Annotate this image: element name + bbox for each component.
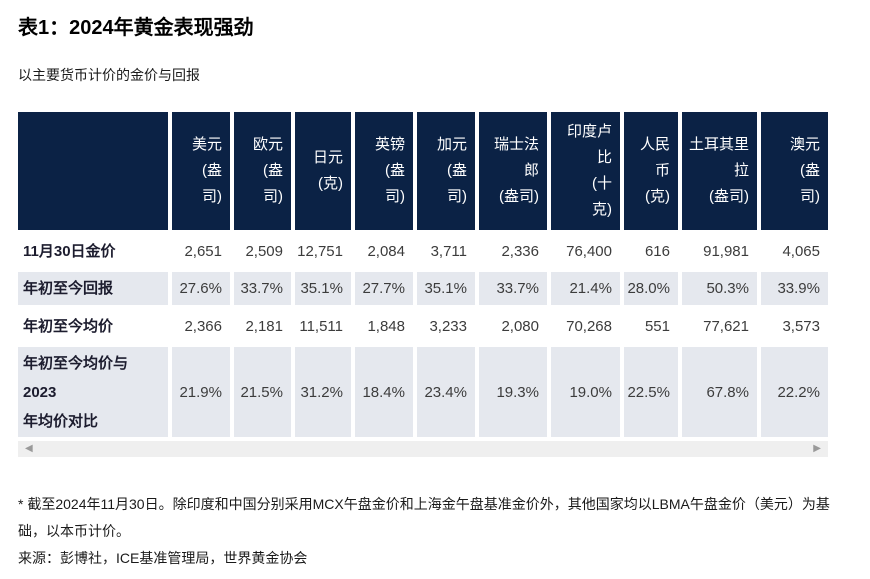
table-cell: 67.8% xyxy=(682,347,757,437)
table-cell: 21.5% xyxy=(234,347,291,437)
report-page: 表1：2024年黄金表现强劲 以主要货币计价的金价与回报 美元 (盎 司) 欧元 … xyxy=(18,14,854,572)
table-cell: 4,065 xyxy=(761,233,828,269)
table-cell: 3,711 xyxy=(417,233,475,269)
source-line: 来源：彭博社，ICE基准管理局，世界黄金协会 xyxy=(18,550,308,566)
row-label: 年初至今均价与 2023 年均价对比 xyxy=(18,347,168,437)
header-corner-cell xyxy=(18,112,168,230)
table-row: 年初至今均价 2,366 2,181 11,511 1,848 3,233 2,080 70,… xyxy=(18,308,828,344)
table-cell: 35.1% xyxy=(417,272,475,305)
table-cell: 23.4% xyxy=(417,347,475,437)
table-subtitle: 以主要货币计价的金价与回报 xyxy=(18,67,200,83)
table-cell: 2,509 xyxy=(234,233,291,269)
table-cell: 19.3% xyxy=(479,347,547,437)
footnote: * 截至2024年11月30日。除印度和中国分别采用MCX午盘金价和上海金午盘基… xyxy=(18,496,830,539)
scroll-left-arrow-icon[interactable]: ◀ xyxy=(25,443,33,454)
table-cell: 2,084 xyxy=(355,233,413,269)
table-cell: 3,573 xyxy=(761,308,828,344)
table-cell: 27.7% xyxy=(355,272,413,305)
row-label: 11月30日金价 xyxy=(18,233,168,269)
table-cell: 1,848 xyxy=(355,308,413,344)
table-cell: 35.1% xyxy=(295,272,351,305)
column-header-2: 欧元 (盎 司) xyxy=(234,112,291,230)
table-header-row: 美元 (盎 司) 欧元 (盎 司) 日元 (克) 英镑 (盎 司) 加元 (盎 司) 瑞士… xyxy=(18,112,828,230)
table-row: 年初至今回报 27.6% 33.7% 35.1% 27.7% 35.1% 33.7% 21.4… xyxy=(18,272,828,305)
column-header-6: 瑞士法 郎 (盎司) xyxy=(479,112,547,230)
table-cell: 21.4% xyxy=(551,272,620,305)
scroll-right-arrow-icon[interactable]: ▶ xyxy=(813,443,821,454)
table-cell: 18.4% xyxy=(355,347,413,437)
table-cell: 21.9% xyxy=(172,347,230,437)
table-cell: 2,336 xyxy=(479,233,547,269)
column-header-7: 印度卢 比 (十 克) xyxy=(551,112,620,230)
table-cell: 19.0% xyxy=(551,347,620,437)
table-cell: 22.2% xyxy=(761,347,828,437)
table-row: 11月30日金价 2,651 2,509 12,751 2,084 3,711 2,336 7… xyxy=(18,233,828,269)
table-row: 年初至今均价与 2023 年均价对比 21.9% 21.5% 31.2% 18.4% 23… xyxy=(18,347,828,437)
table-cell: 33.7% xyxy=(234,272,291,305)
table-body: 11月30日金价 2,651 2,509 12,751 2,084 3,711 2,336 7… xyxy=(18,233,828,437)
table-cell: 31.2% xyxy=(295,347,351,437)
table-cell: 22.5% xyxy=(624,347,678,437)
column-header-3: 日元 (克) xyxy=(295,112,351,230)
table-cell: 3,233 xyxy=(417,308,475,344)
table-cell: 33.9% xyxy=(761,272,828,305)
table-cell: 2,080 xyxy=(479,308,547,344)
table-cell: 616 xyxy=(624,233,678,269)
table-cell: 91,981 xyxy=(682,233,757,269)
table-cell: 2,651 xyxy=(172,233,230,269)
table-title: 表1：2024年黄金表现强劲 xyxy=(18,17,254,39)
table-cell: 50.3% xyxy=(682,272,757,305)
table-cell: 12,751 xyxy=(295,233,351,269)
table-cell: 551 xyxy=(624,308,678,344)
table-cell: 2,181 xyxy=(234,308,291,344)
table-cell: 33.7% xyxy=(479,272,547,305)
table-cell: 70,268 xyxy=(551,308,620,344)
row-label: 年初至今回报 xyxy=(18,272,168,305)
column-header-8: 人民 币 (克) xyxy=(624,112,678,230)
column-header-5: 加元 (盎 司) xyxy=(417,112,475,230)
table-cell: 76,400 xyxy=(551,233,620,269)
column-header-9: 土耳其里 拉 (盎司) xyxy=(682,112,757,230)
gold-performance-table: 美元 (盎 司) 欧元 (盎 司) 日元 (克) 英镑 (盎 司) 加元 (盎 司) 瑞士… xyxy=(18,112,828,457)
table-cell: 11,511 xyxy=(295,308,351,344)
table-cell: 2,366 xyxy=(172,308,230,344)
column-header-1: 美元 (盎 司) xyxy=(172,112,230,230)
column-header-10: 澳元 (盎 司) xyxy=(761,112,828,230)
horizontal-scrollbar[interactable]: ◀ ▶ xyxy=(18,441,828,457)
table-cell: 27.6% xyxy=(172,272,230,305)
row-label: 年初至今均价 xyxy=(18,308,168,344)
table-cell: 28.0% xyxy=(624,272,678,305)
table-cell: 77,621 xyxy=(682,308,757,344)
column-header-4: 英镑 (盎 司) xyxy=(355,112,413,230)
